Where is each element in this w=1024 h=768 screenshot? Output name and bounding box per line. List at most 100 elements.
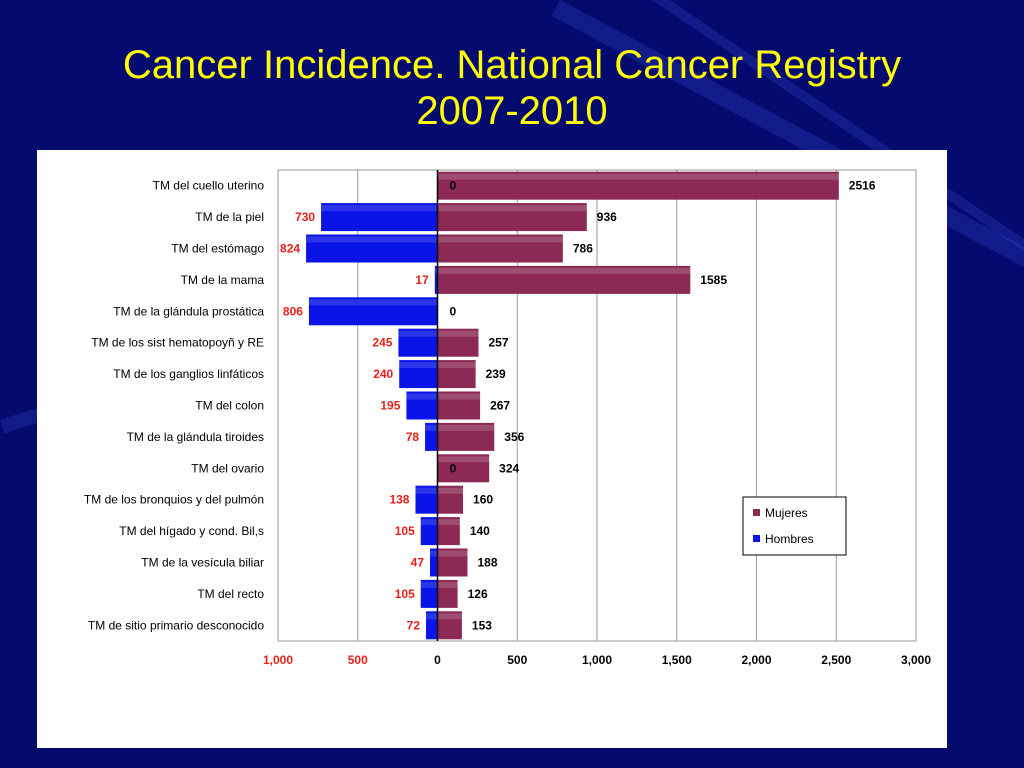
pyramid-bar-chart: TM del cuello uterino 2516 0 TM de la piel 9… <box>84 169 931 667</box>
chart-panel: TM del cuello uterino 2516 0 TM de la piel 9… <box>37 150 947 748</box>
data-label-hombres: 138 <box>389 493 409 507</box>
bar-hombres-shine <box>430 550 438 557</box>
bar-mujeres-shine <box>437 581 458 588</box>
data-label-mujeres: 239 <box>486 367 506 381</box>
data-label-mujeres: 140 <box>470 524 490 538</box>
data-label-hombres: 0 <box>450 461 457 475</box>
bar-hombres-shine <box>425 424 438 431</box>
legend-box <box>742 496 847 556</box>
bar-hombres <box>415 485 438 514</box>
x-tick-label: 3,000 <box>901 653 931 667</box>
legend-swatch <box>753 535 760 542</box>
slide-title-line1: Cancer Incidence. National Cancer Regist… <box>122 43 902 87</box>
bar-mujeres <box>437 485 464 514</box>
data-label-hombres: 730 <box>295 210 315 224</box>
bar-hombres <box>406 391 438 420</box>
data-label-hombres: 105 <box>395 524 415 538</box>
category-label: TM del cuello uterino <box>153 179 265 193</box>
slide-title-line2: 2007-2010 <box>416 89 608 133</box>
x-tick-label: 1,500 <box>662 653 692 667</box>
bar-hombres-shine <box>434 267 438 274</box>
bar-hombres-shine <box>321 205 438 212</box>
legend-label: Hombres <box>765 532 814 546</box>
bar-hombres <box>425 422 438 451</box>
bar-mujeres-shine <box>437 267 691 274</box>
bar-hombres <box>306 234 438 263</box>
category-label: TM del estómago <box>171 242 264 256</box>
data-label-mujeres: 0 <box>450 304 457 318</box>
data-label-hombres: 72 <box>407 618 421 632</box>
data-label-hombres: 240 <box>373 367 393 381</box>
data-label-hombres: 195 <box>380 399 400 413</box>
bar-hombres-shine <box>415 487 438 494</box>
category-label: TM de los bronquios y del pulmón <box>84 493 264 507</box>
data-label-mujeres: 2516 <box>849 179 876 193</box>
legend-label: Mujeres <box>765 506 808 520</box>
data-label-hombres: 105 <box>395 587 415 601</box>
bar-mujeres-shine <box>437 519 460 526</box>
data-label-mujeres: 188 <box>477 556 497 570</box>
data-label-mujeres: 126 <box>468 587 488 601</box>
data-label-hombres: 47 <box>411 556 425 570</box>
bar-mujeres <box>437 203 587 232</box>
bar-mujeres-shine <box>437 424 495 431</box>
bar-mujeres-shine <box>437 456 490 463</box>
bar-mujeres <box>437 454 490 483</box>
category-label: TM del ovario <box>191 461 264 475</box>
bar-mujeres <box>437 548 468 577</box>
bar-mujeres-shine <box>437 393 481 400</box>
bar-hombres <box>434 265 438 294</box>
category-label: TM de sitio primario desconocido <box>88 618 264 632</box>
x-tick-label: 2,000 <box>741 653 771 667</box>
legend-swatch <box>753 509 760 516</box>
x-tick-label: 500 <box>507 653 527 667</box>
data-label-hombres: 17 <box>415 273 429 287</box>
bar-mujeres <box>437 611 462 640</box>
data-label-mujeres: 936 <box>597 210 617 224</box>
x-tick-label: 2,500 <box>821 653 851 667</box>
bar-mujeres-shine <box>437 173 839 180</box>
data-label-hombres: 78 <box>406 430 420 444</box>
bar-hombres <box>321 203 438 232</box>
bar-mujeres-shine <box>437 205 587 212</box>
category-label: TM de la mama <box>181 273 265 287</box>
data-label-mujeres: 257 <box>488 336 508 350</box>
bar-hombres-shine <box>308 299 438 306</box>
bar-hombres-shine <box>420 519 438 526</box>
bar-mujeres <box>437 234 563 263</box>
category-label: TM del hígado y cond. Bil,s <box>119 524 264 538</box>
bar-mujeres-shine <box>437 613 462 620</box>
bar-mujeres-shine <box>437 487 464 494</box>
bar-mujeres-shine <box>437 330 479 337</box>
x-tick-label: 500 <box>348 653 368 667</box>
data-label-hombres: 245 <box>372 336 392 350</box>
slide-title: Cancer Incidence. National Cancer Regist… <box>0 42 1024 134</box>
x-tick-label: 1,000 <box>263 653 293 667</box>
bar-hombres <box>399 360 438 389</box>
data-label-mujeres: 267 <box>490 399 510 413</box>
data-label-hombres: 0 <box>450 179 457 193</box>
bar-hombres-shine <box>398 330 438 337</box>
bar-mujeres <box>437 360 476 389</box>
bar-hombres-shine <box>426 613 438 620</box>
bar-hombres <box>420 579 438 608</box>
category-label: TM del colon <box>195 399 264 413</box>
data-label-mujeres: 153 <box>472 618 492 632</box>
data-label-mujeres: 324 <box>499 461 519 475</box>
bar-hombres <box>420 517 438 546</box>
bar-mujeres-shine <box>437 550 468 557</box>
bar-mujeres <box>437 579 458 608</box>
bar-mujeres <box>437 328 479 357</box>
bar-mujeres-shine <box>437 362 476 369</box>
bar-mujeres <box>437 391 481 420</box>
data-label-hombres: 806 <box>283 304 303 318</box>
data-label-mujeres: 786 <box>573 242 593 256</box>
category-label: TM de la vesícula biliar <box>141 556 264 570</box>
data-label-mujeres: 1585 <box>700 273 727 287</box>
bar-mujeres <box>437 171 839 200</box>
category-label: TM de los ganglios linfáticos <box>113 367 264 381</box>
bar-hombres <box>426 611 438 640</box>
category-label: TM de la piel <box>195 210 264 224</box>
x-tick-label: 1,000 <box>582 653 612 667</box>
category-label: TM de la glándula prostática <box>113 304 264 318</box>
